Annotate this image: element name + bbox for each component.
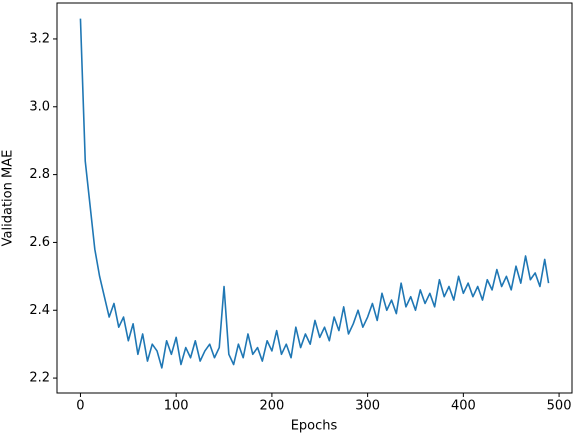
y-tick-label: 2.8 — [29, 167, 50, 182]
x-tick-label: 300 — [355, 399, 380, 414]
y-tick-label: 2.4 — [29, 303, 50, 318]
y-tick-label: 2.2 — [29, 371, 50, 386]
y-tick-label: 3.2 — [29, 31, 50, 46]
y-tick-label: 3.0 — [29, 99, 50, 114]
x-axis-label: Epochs — [291, 419, 338, 434]
x-tick-label: 0 — [76, 399, 84, 414]
x-tick-label: 100 — [164, 399, 189, 414]
data-line — [79, 18, 550, 369]
axes-frame — [56, 2, 573, 394]
x-tick-label: 500 — [547, 399, 572, 414]
y-tick-label: 2.6 — [29, 235, 50, 250]
x-tick-label: 400 — [451, 399, 476, 414]
y-axis-label: Validation MAE — [1, 150, 16, 247]
x-tick-label: 200 — [259, 399, 284, 414]
